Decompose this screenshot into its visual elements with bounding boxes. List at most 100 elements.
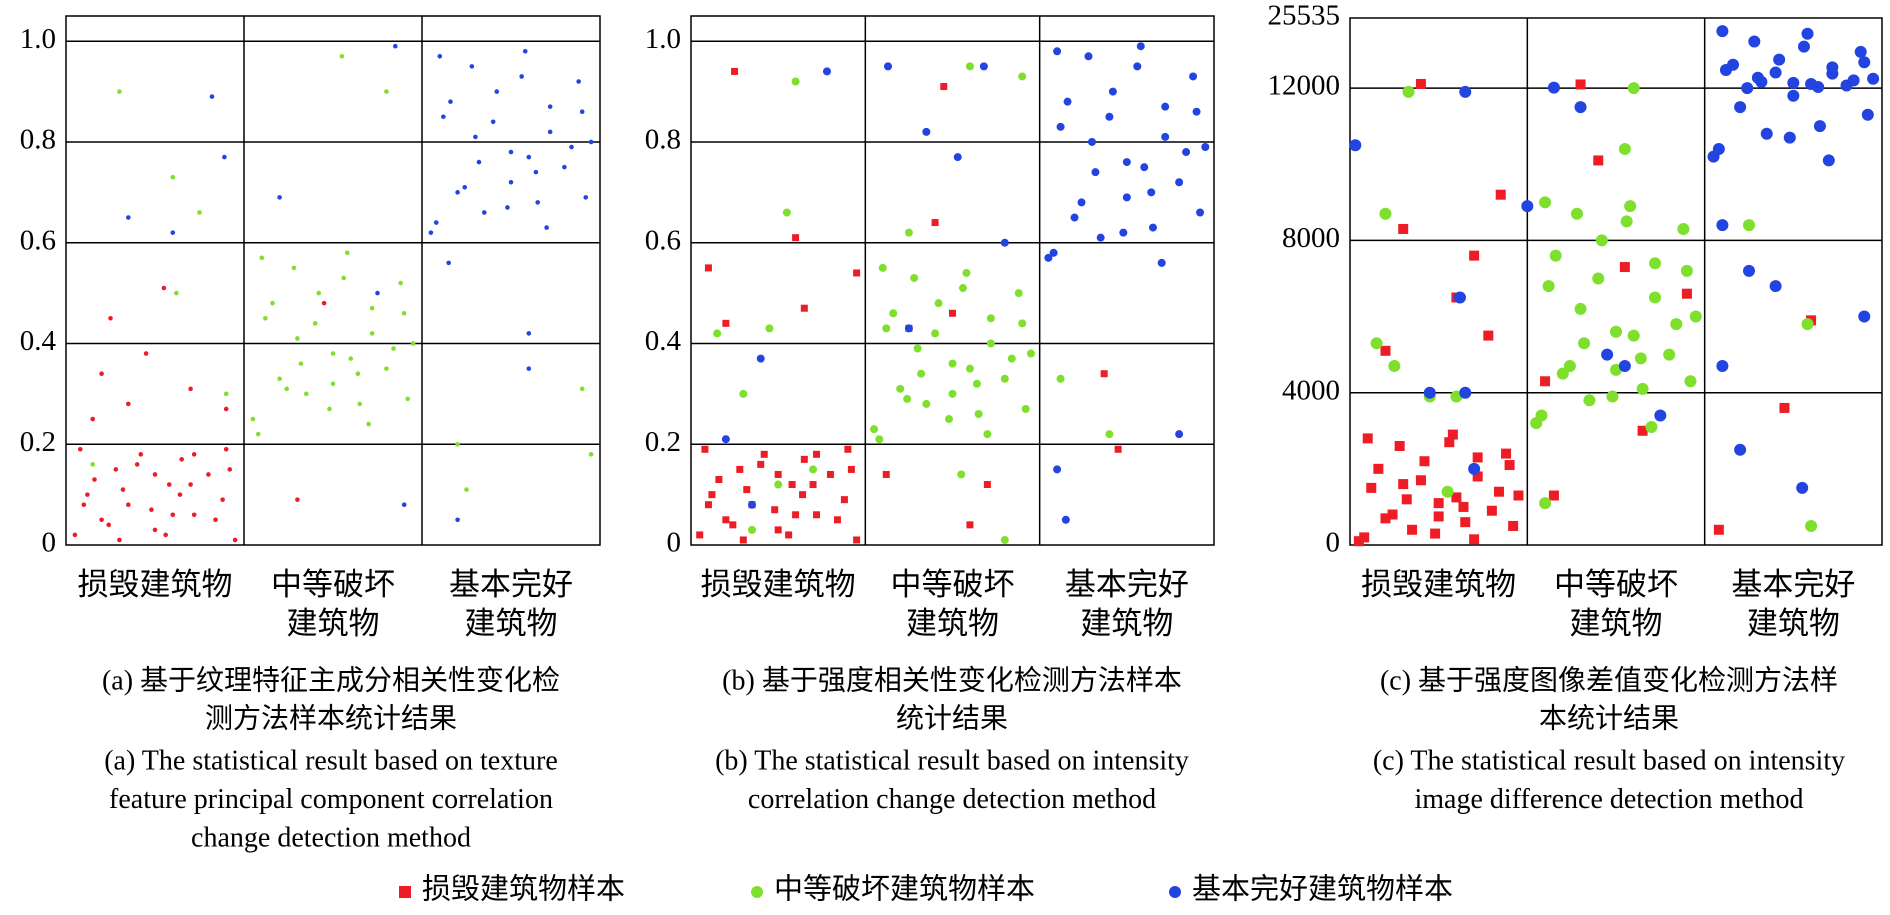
point (748, 525, 757, 534)
point (1458, 501, 1469, 512)
point (809, 465, 818, 474)
point (1380, 345, 1391, 356)
point (117, 89, 122, 94)
point (743, 486, 751, 494)
x-tick-label: 中等破坏 (271, 567, 395, 602)
plot-frame (1349, 17, 1883, 546)
point (494, 89, 500, 94)
caption-en: change detection method (191, 822, 471, 853)
point (1627, 329, 1640, 342)
x-tick-label: 中等破坏 (1554, 567, 1678, 602)
point (398, 280, 403, 286)
point (446, 260, 452, 266)
point (1049, 248, 1058, 257)
point (1716, 360, 1729, 373)
point (1618, 360, 1631, 373)
point (1645, 420, 1658, 433)
point (1084, 52, 1093, 61)
panel: 损毁建筑物 中等破坏建筑物 基本完好建筑物 0 4000 8000 12000 25535 (1268, 0, 1883, 641)
point (1122, 193, 1131, 202)
point (1734, 443, 1747, 456)
point (291, 265, 297, 271)
point (904, 324, 913, 333)
point (284, 386, 290, 392)
point (1858, 56, 1871, 69)
point (840, 496, 848, 504)
point (1018, 319, 1027, 328)
point (826, 470, 834, 478)
point (1574, 302, 1587, 315)
point (1026, 349, 1035, 358)
point (316, 290, 322, 296)
point (1556, 367, 1569, 380)
point (138, 452, 144, 457)
point (974, 410, 983, 419)
point (757, 460, 765, 468)
point (304, 391, 309, 397)
point (355, 371, 361, 377)
point (223, 406, 229, 412)
point (583, 195, 589, 200)
point (1044, 253, 1053, 262)
point (547, 104, 553, 109)
point (878, 263, 887, 272)
x-tick-label: 基本完好 (1731, 567, 1855, 602)
point (774, 480, 783, 489)
point (1423, 386, 1436, 399)
point (85, 492, 90, 497)
point (704, 264, 712, 272)
y-tick-label: 0.6 (645, 224, 681, 256)
point (1469, 534, 1480, 545)
point (1483, 330, 1494, 341)
point (1627, 82, 1640, 95)
point (1578, 337, 1591, 350)
point (715, 476, 723, 484)
point (161, 285, 167, 291)
point (1122, 158, 1131, 167)
caption-zh: (b) 基于强度相关性变化检测方法样本 (722, 664, 1182, 696)
point (177, 492, 183, 497)
point (870, 425, 879, 434)
point (170, 174, 176, 180)
point (785, 531, 793, 539)
caption-en: (b) The statistical result based on inte… (715, 745, 1189, 776)
point (213, 517, 218, 523)
point (579, 386, 585, 392)
point (1056, 374, 1065, 383)
point (1401, 494, 1412, 505)
point (1359, 532, 1370, 543)
point (526, 331, 532, 336)
point (1157, 258, 1166, 267)
caption-en: image difference detection method (1415, 784, 1804, 815)
x-tick-label: 建筑物 (465, 606, 558, 641)
point (223, 391, 229, 397)
point (1419, 456, 1430, 467)
point (1805, 77, 1818, 90)
point (1415, 475, 1426, 486)
point (809, 481, 817, 489)
point (965, 364, 974, 373)
point (72, 532, 78, 538)
legend-marker (751, 886, 763, 898)
point (191, 452, 197, 457)
point (1398, 223, 1409, 234)
point (1649, 291, 1662, 304)
x-tick-label: 损毁建筑物 (701, 567, 856, 602)
point (1451, 492, 1462, 503)
point (270, 300, 275, 306)
point (940, 83, 948, 91)
point (1535, 409, 1548, 422)
point (188, 482, 193, 487)
point (1716, 25, 1729, 38)
point (729, 521, 737, 529)
point (197, 210, 202, 215)
point (1201, 142, 1210, 151)
point (1444, 437, 1455, 448)
point (143, 351, 149, 356)
point (462, 184, 468, 190)
y-tick-label: 0.8 (645, 124, 681, 156)
point (508, 179, 514, 185)
point (833, 516, 841, 524)
point (437, 54, 443, 59)
point (844, 445, 852, 453)
